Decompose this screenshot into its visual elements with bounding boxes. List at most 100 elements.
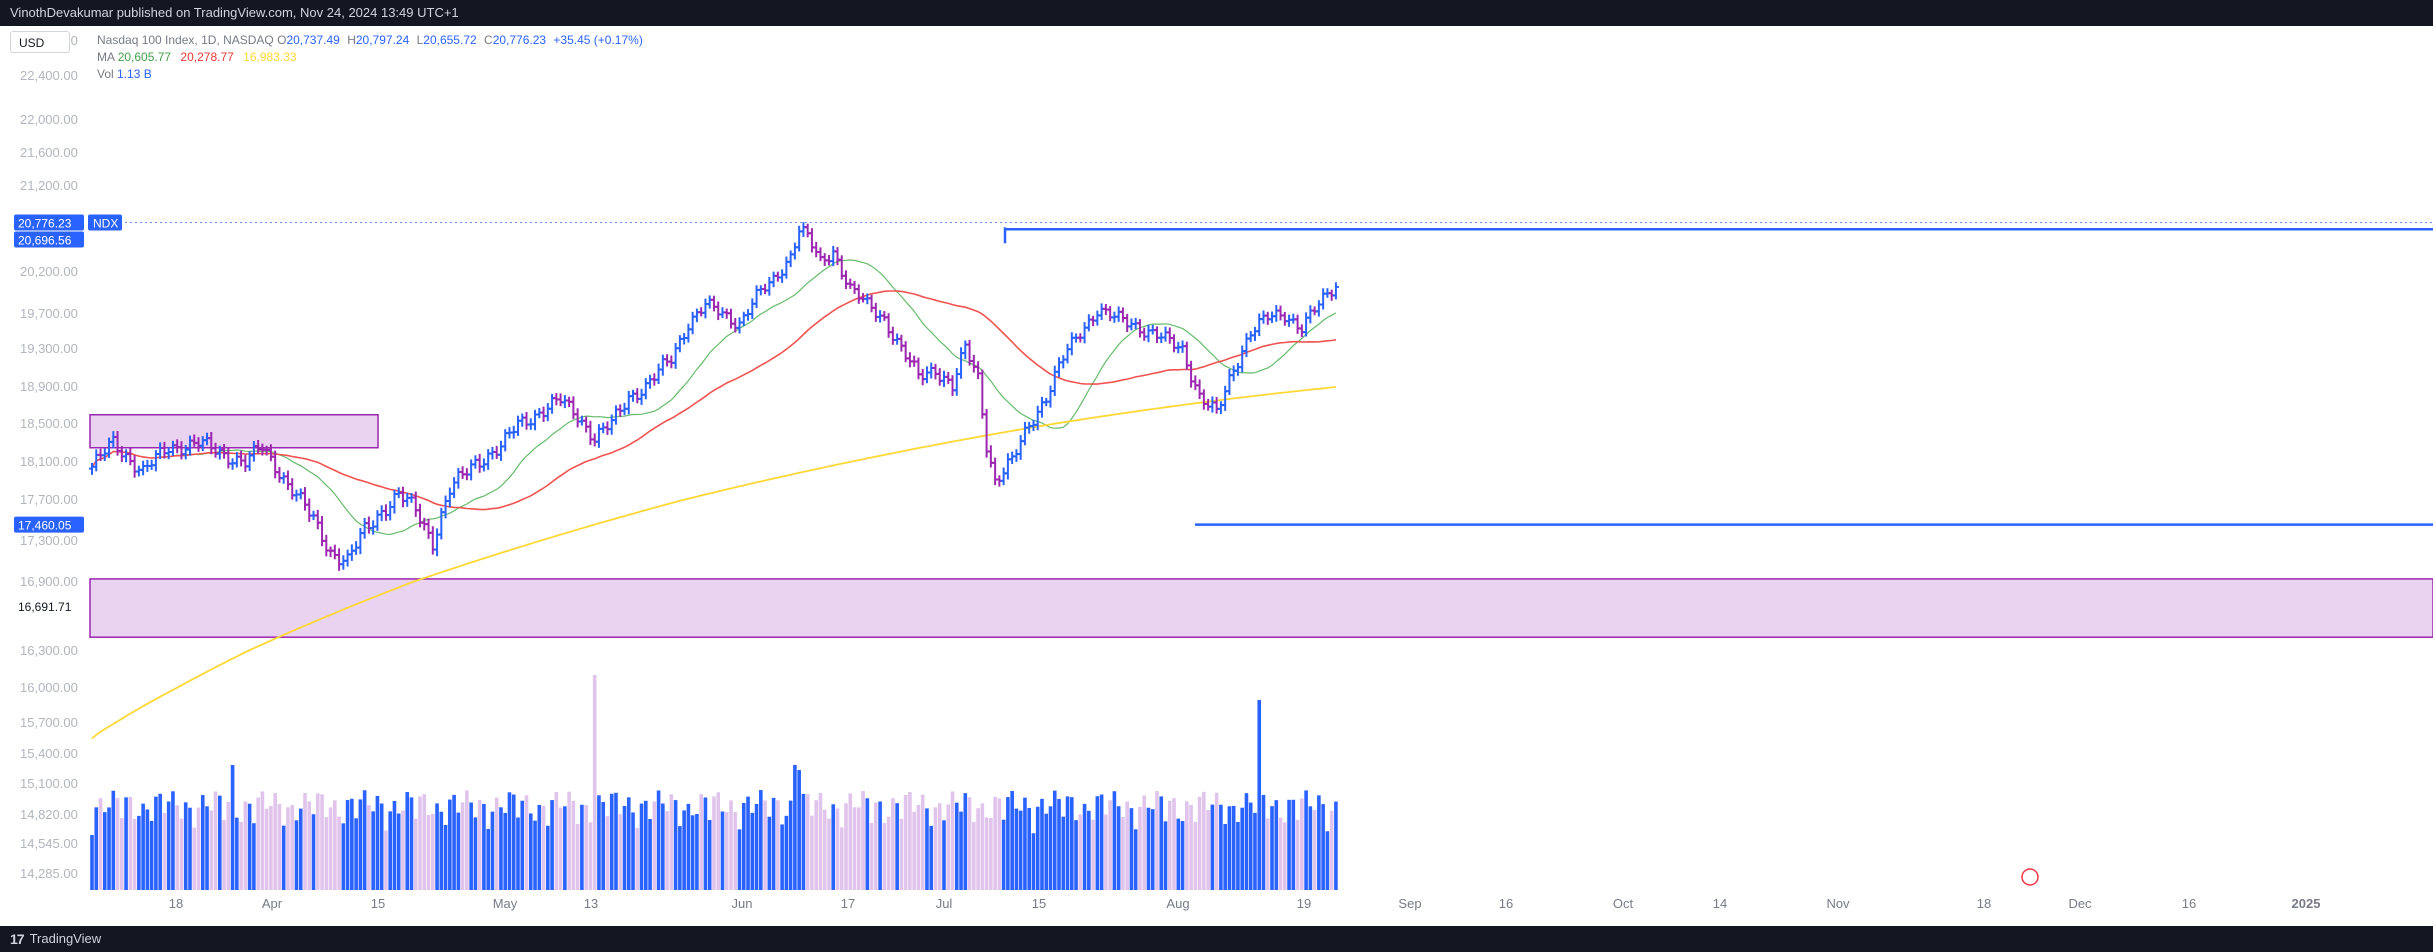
volume-bar xyxy=(1321,804,1325,890)
volume-bar xyxy=(908,791,912,890)
volume-bar xyxy=(1082,803,1087,890)
volume-bar xyxy=(188,807,192,890)
volume-bar xyxy=(1146,807,1151,890)
volume-bar xyxy=(315,793,320,890)
volume-bar xyxy=(431,813,435,890)
volume-bar xyxy=(554,792,559,890)
symbol-tag-bg xyxy=(88,214,122,231)
volume-bar xyxy=(401,810,405,890)
level-badge-4-bg xyxy=(14,597,84,614)
volume-bar xyxy=(162,813,167,890)
volume-bar xyxy=(209,810,214,890)
volume-bar xyxy=(1317,795,1321,890)
currency-selector[interactable]: USD xyxy=(10,31,70,53)
volume-bar xyxy=(831,804,836,890)
volume-bar xyxy=(1035,806,1040,890)
volume-bar xyxy=(516,817,520,890)
price-tick-label: 20,200.00 xyxy=(20,264,78,279)
volume-bar xyxy=(239,822,243,890)
price-tick-label: 14,545.00 xyxy=(20,836,78,851)
volume-bar xyxy=(601,801,605,890)
volume-bar xyxy=(1219,804,1223,890)
volume-bar xyxy=(584,805,588,890)
volume-bar xyxy=(367,805,371,890)
level-badge-2-bg xyxy=(14,231,84,248)
tradingview-logo-icon[interactable]: 17 xyxy=(10,931,25,947)
volume-bar xyxy=(379,803,384,890)
volume-bar xyxy=(396,813,401,890)
price-tick-label: 15,700.00 xyxy=(20,715,78,730)
volume-bar xyxy=(567,791,571,890)
volume-bar xyxy=(128,796,133,890)
volume-bar xyxy=(1274,800,1279,890)
volume-bar xyxy=(678,826,682,890)
volume-bar xyxy=(269,805,273,890)
volume-bar xyxy=(1048,806,1053,890)
volume-bar xyxy=(844,803,848,890)
volume-bar xyxy=(179,818,184,890)
volume-bar xyxy=(1257,700,1262,890)
volume-bar xyxy=(426,815,431,890)
volume-bar xyxy=(1210,804,1215,890)
volume-bar xyxy=(618,814,623,890)
volume-bar xyxy=(243,801,248,890)
volume-bar xyxy=(763,800,767,890)
volume-bar xyxy=(354,818,358,890)
volume-bar xyxy=(115,798,120,890)
legend-title: Nasdaq 100 Index, 1D, NASDAQ xyxy=(97,33,274,47)
volume-bar xyxy=(784,815,789,890)
volume-bar xyxy=(682,810,686,890)
volume-bar xyxy=(341,823,346,890)
support-zone-lower xyxy=(89,578,2433,638)
volume-bar xyxy=(200,795,205,890)
volume-bar xyxy=(1065,796,1070,890)
legend-vol-label: Vol xyxy=(97,67,114,81)
volume-bar xyxy=(320,794,324,890)
volume-bar xyxy=(499,807,503,890)
volume-bar xyxy=(614,792,618,890)
volume-bar xyxy=(362,790,367,890)
volume-bar xyxy=(1044,813,1049,890)
volume-bar xyxy=(967,797,972,890)
volume-bar xyxy=(686,803,691,890)
volume-bar xyxy=(1227,806,1232,890)
volume-bar xyxy=(183,802,188,890)
volume-bar xyxy=(507,792,512,890)
time-tick-label: Apr xyxy=(262,896,283,911)
volume-bar xyxy=(328,807,333,890)
volume-bar xyxy=(1206,809,1210,890)
volume-bar xyxy=(899,818,904,890)
volume-bar xyxy=(946,804,951,890)
volume-bar xyxy=(175,805,179,890)
volume-bar xyxy=(1052,790,1057,890)
volume-bar xyxy=(652,801,657,890)
volume-bar xyxy=(1287,799,1291,890)
volume-bar xyxy=(1040,798,1044,890)
volume-bar xyxy=(358,799,363,890)
volume-bar xyxy=(435,803,439,890)
time-tick-label: Nov xyxy=(1826,896,1850,911)
volume-bar xyxy=(98,798,103,890)
volume-bar xyxy=(281,825,286,890)
volume-bar xyxy=(1180,821,1185,890)
time-tick-label: 15 xyxy=(371,896,385,911)
price-tick-label: 19,300.00 xyxy=(20,341,78,356)
volume-bar xyxy=(311,814,316,890)
chart-area[interactable]: 22,800.0022,400.0022,000.0021,600.0021,2… xyxy=(0,26,2433,926)
volume-bar xyxy=(260,791,265,890)
legend-high: 20,797.24 xyxy=(355,33,410,47)
price-chart[interactable]: 22,800.0022,400.0022,000.0021,600.0021,2… xyxy=(0,26,2433,926)
volume-bar xyxy=(252,823,256,890)
price-tick-label: 21,600.00 xyxy=(20,145,78,160)
resistance-zone-upper xyxy=(89,414,379,449)
price-tick-label: 22,400.00 xyxy=(20,68,78,83)
volume-bar xyxy=(1027,807,1031,890)
volume-bar xyxy=(1006,797,1010,890)
level-badge-3: 17,460.05 xyxy=(18,519,72,533)
volume-bar xyxy=(1121,817,1125,890)
brand-name[interactable]: TradingView xyxy=(29,931,102,946)
volume-bar xyxy=(848,793,853,890)
volume-bar xyxy=(699,794,703,890)
volume-bar xyxy=(120,818,124,890)
volume-bar xyxy=(776,800,780,890)
